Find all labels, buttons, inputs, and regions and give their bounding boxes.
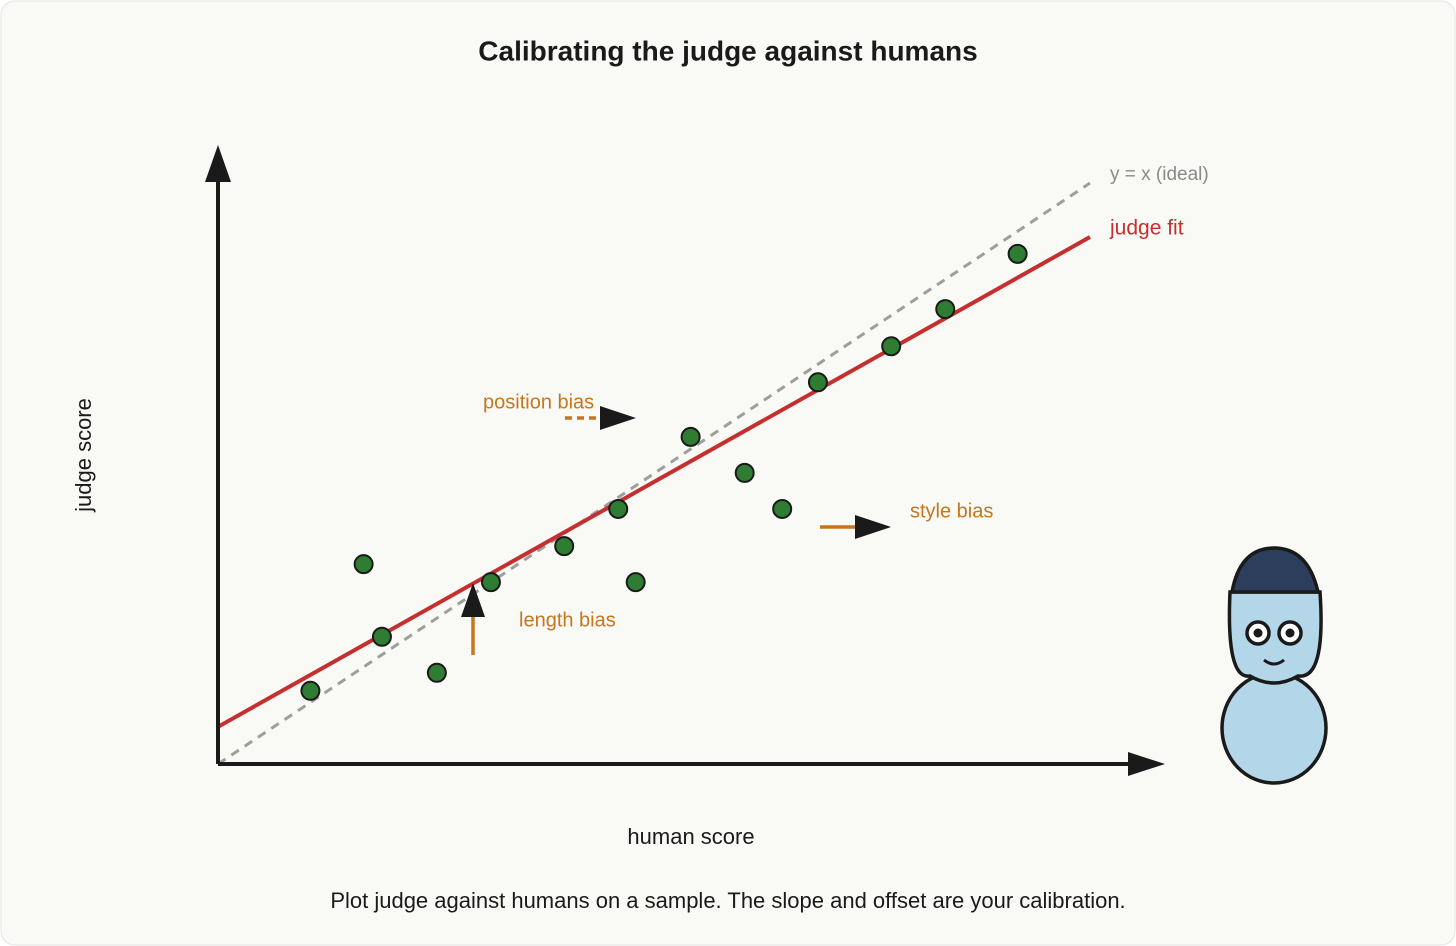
- line-label: y = x (ideal): [1110, 164, 1209, 185]
- length-bias-arrowhead: [461, 583, 485, 617]
- point: [772, 498, 793, 519]
- style-bias-arrowhead: [855, 515, 891, 539]
- point: [426, 662, 447, 683]
- point: [480, 572, 501, 593]
- x-axis-arrow: [1128, 752, 1165, 776]
- chart-title: Calibrating the judge against humans: [478, 35, 977, 66]
- point: [1007, 243, 1028, 264]
- point: [680, 426, 701, 447]
- annotation: position bias: [483, 391, 594, 413]
- x-axis-label: human score: [627, 824, 754, 849]
- point: [625, 572, 646, 593]
- point: [881, 336, 902, 357]
- line-label: judge fit: [1109, 217, 1184, 240]
- mascot: [1220, 546, 1328, 785]
- point: [734, 462, 755, 483]
- point: [353, 554, 374, 575]
- annotation: length bias: [519, 609, 616, 631]
- annotation: style bias: [910, 500, 993, 522]
- y-axis-arrow: [205, 145, 231, 182]
- point: [371, 626, 392, 647]
- point: [935, 299, 956, 320]
- caption: Plot judge against humans on a sample. T…: [330, 888, 1125, 913]
- point: [300, 680, 321, 701]
- point: [608, 498, 629, 519]
- point: [554, 536, 575, 557]
- plot-area: [217, 181, 1091, 766]
- point: [807, 372, 828, 393]
- position-bias-arrowhead: [600, 406, 636, 430]
- y-axis-label: judge score: [71, 398, 96, 513]
